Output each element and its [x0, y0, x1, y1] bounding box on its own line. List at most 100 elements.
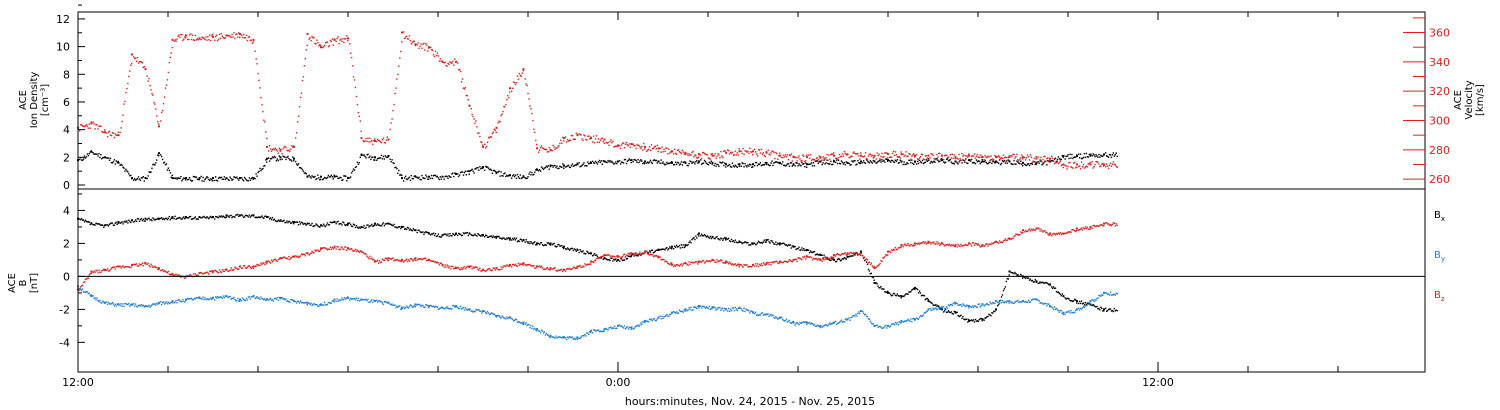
velocity-series-dot	[319, 44, 321, 46]
bx-series-dot	[668, 247, 670, 250]
bx-series-dot	[728, 240, 731, 242]
bx-series-dot	[233, 215, 235, 218]
velocity-series-dot	[83, 125, 86, 128]
by-series-dot	[634, 326, 636, 328]
bz-series-point	[495, 267, 498, 270]
velocity-series-dot	[812, 158, 815, 161]
velocity-series-dot	[559, 142, 561, 145]
bx-series-point	[617, 258, 619, 261]
bz-series-dot	[595, 257, 598, 260]
by-series-dot	[637, 324, 639, 326]
density-series-dot	[568, 166, 571, 168]
by-series-dot	[389, 303, 391, 305]
velocity-series-dot	[642, 149, 644, 151]
velocity-series-dot	[977, 156, 980, 158]
by-series-dot	[314, 303, 316, 306]
bz-series-dot	[254, 265, 256, 268]
density-series-dot	[589, 162, 591, 165]
bz-series-dot	[723, 262, 725, 264]
bx-series-dot	[580, 250, 582, 253]
velocity-series-dot	[921, 153, 924, 156]
velocity-series-dot	[1084, 166, 1087, 168]
velocity-series-dot	[834, 157, 837, 159]
bz-series-point	[401, 258, 403, 261]
velocity-series-dot	[570, 134, 573, 137]
velocity-series-dot	[471, 113, 473, 116]
velocity-series-point	[401, 31, 403, 34]
by-series-dot	[844, 318, 847, 320]
density-series-dot	[289, 159, 291, 161]
bz-series-dot	[168, 273, 171, 275]
velocity-series-dot	[668, 148, 670, 150]
bx-series-dot	[364, 227, 366, 230]
bz-series-dot	[403, 260, 406, 262]
by-series-dot	[736, 309, 739, 311]
velocity-series-dot	[929, 157, 931, 159]
bz-series-dot	[399, 259, 401, 262]
bx-series-dot	[1101, 307, 1103, 310]
by-series-dot	[251, 296, 253, 298]
bx-series-dot	[202, 216, 204, 218]
density-series-dot	[757, 163, 760, 165]
density-series-dot	[288, 157, 290, 160]
density-series-dot	[276, 158, 279, 160]
density-series-dot	[1011, 163, 1013, 165]
velocity-series-dot	[797, 157, 799, 159]
velocity-series-dot	[402, 31, 405, 33]
bz-series-dot	[94, 271, 96, 274]
velocity-series-dot	[684, 153, 686, 156]
by-series-dot	[1032, 298, 1035, 300]
velocity-series-dot	[102, 131, 104, 133]
by-series-dot	[169, 302, 172, 304]
bz-series-dot	[264, 263, 266, 266]
density-series-dot	[562, 163, 564, 165]
density-series-dot	[1022, 165, 1024, 167]
bz-series-dot	[392, 257, 394, 259]
velocity-series-dot	[461, 78, 464, 80]
by-series-dot	[555, 335, 557, 337]
by-series-dot	[1115, 292, 1117, 294]
bz-series-dot	[539, 266, 542, 269]
velocity-series-dot	[289, 150, 291, 153]
velocity-series-dot	[547, 151, 550, 153]
by-series-dot	[514, 318, 517, 320]
density-series-dot	[939, 160, 941, 162]
bx-series-dot	[851, 255, 853, 257]
velocity-series-dot	[438, 60, 441, 62]
density-series-dot	[83, 155, 86, 157]
bz-series-dot	[407, 259, 410, 261]
density-series-dot	[335, 175, 337, 177]
by-series-dot	[1105, 292, 1108, 294]
density-series-dot	[1020, 160, 1022, 162]
by-series-point	[401, 306, 403, 309]
velocity-series-point	[954, 156, 957, 159]
bx-series-dot	[491, 236, 494, 239]
bx-series-dot	[970, 319, 973, 321]
bz-series-dot	[244, 267, 247, 269]
bx-series-point	[752, 242, 754, 245]
density-series-point	[401, 177, 403, 180]
velocity-series-dot	[978, 156, 981, 159]
velocity-series-dot	[1029, 154, 1032, 156]
bz-series-dot	[125, 265, 127, 268]
bx-series-dot	[1103, 310, 1105, 312]
by-series-dot	[345, 298, 347, 300]
density-series-dot	[689, 160, 691, 162]
by-series-dot	[333, 301, 335, 303]
bx-series-dot	[258, 216, 260, 218]
by-series-dot	[970, 306, 973, 309]
bx-series-dot	[151, 219, 153, 222]
bx-series-point	[441, 234, 444, 237]
by-series-dot	[108, 302, 111, 305]
bx-series-dot	[1068, 298, 1070, 300]
bz-series-dot	[517, 262, 520, 265]
density-series-dot	[508, 174, 510, 177]
by-series-dot	[676, 312, 679, 314]
by-series-dot	[783, 320, 786, 322]
bx-series-dot	[272, 219, 275, 221]
velocity-series-point	[144, 68, 147, 71]
bx-series-dot	[881, 288, 883, 290]
by-series-dot	[915, 317, 918, 319]
by-series-dot	[983, 305, 985, 307]
by-series-dot	[909, 320, 911, 322]
